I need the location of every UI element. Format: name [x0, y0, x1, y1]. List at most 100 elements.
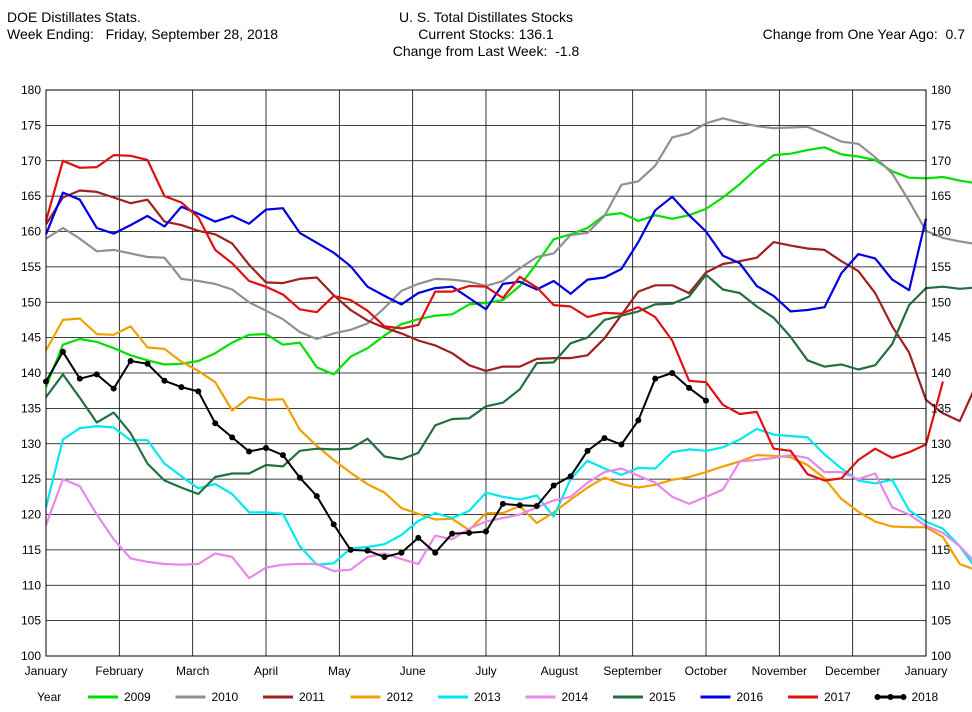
data-point-2018 — [195, 388, 202, 395]
y-tick-label-left: 145 — [21, 331, 41, 345]
legend-marker — [874, 694, 881, 700]
data-point-2018 — [584, 447, 591, 454]
y-tick-label-left: 165 — [21, 189, 41, 203]
y-tick-label-left: 130 — [21, 437, 41, 451]
series-line-2018 — [45, 350, 707, 558]
data-point-2018 — [533, 503, 540, 510]
series-line-2012 — [45, 317, 972, 570]
x-tick-label: June — [400, 664, 426, 678]
data-point-2018 — [601, 435, 608, 442]
series-line-2009 — [44, 146, 972, 388]
current-stocks: Current Stocks: 136.1 — [418, 26, 554, 42]
data-point-2018 — [618, 441, 625, 448]
data-point-2018 — [313, 493, 320, 500]
grid — [45, 89, 927, 657]
data-point-2018 — [686, 384, 693, 391]
series-line-2017 — [44, 154, 944, 482]
y-tick-label-right: 135 — [931, 401, 951, 415]
header-left: DOE Distillates Stats. Week Ending: Frid… — [7, 9, 278, 43]
data-point-2018 — [483, 528, 489, 535]
y-tick-label-left: 175 — [21, 118, 41, 132]
header-center: U. S. Total Distillates Stocks Current St… — [0, 9, 972, 60]
series-lines — [43, 117, 972, 580]
data-point-2018 — [279, 452, 286, 459]
y-tick-label-right: 160 — [931, 225, 951, 239]
change-from-last-week: Change from Last Week: -1.8 — [392, 43, 580, 59]
x-tick-label: February — [95, 664, 143, 678]
y-tick-label-right: 115 — [931, 543, 950, 557]
x-tick-label: October — [685, 664, 728, 678]
data-point-2018 — [76, 375, 83, 382]
legend-label-2013: 2013 — [474, 690, 501, 704]
y-tick-label-right: 130 — [931, 437, 951, 451]
data-point-2018 — [432, 549, 439, 556]
y-tick-label-right: 110 — [931, 578, 950, 592]
legend-label-2017: 2017 — [824, 690, 851, 704]
series-line-2015 — [45, 273, 972, 496]
x-tick-label: April — [254, 664, 278, 678]
y-tick-label-left: 135 — [21, 401, 41, 415]
y-tick-label-left: 180 — [21, 83, 41, 97]
data-point-2018 — [161, 377, 168, 384]
x-tick-label: December — [825, 664, 880, 678]
data-point-2018 — [296, 474, 303, 481]
data-point-2018 — [212, 420, 219, 427]
y-tick-label-left: 150 — [21, 295, 41, 309]
header-source: DOE Distillates Stats. — [7, 9, 141, 25]
data-point-2018 — [263, 444, 269, 451]
y-tick-label-right: 180 — [931, 83, 951, 97]
data-point-2018 — [652, 375, 659, 382]
data-point-2018 — [110, 385, 117, 392]
data-point-2018 — [703, 397, 709, 404]
data-point-2018 — [364, 547, 371, 554]
data-point-2018 — [127, 357, 134, 364]
x-tick-label: August — [541, 664, 579, 678]
y-tick-label-right: 105 — [931, 614, 951, 628]
legend-label-2016: 2016 — [737, 690, 764, 704]
data-point-2018 — [93, 371, 100, 378]
y-tick-label-left: 155 — [21, 260, 41, 274]
y-tick-label-right: 170 — [931, 154, 951, 168]
legend-label-2015: 2015 — [649, 690, 676, 704]
data-point-2018 — [466, 529, 473, 536]
legend-label-2011: 2011 — [299, 690, 325, 704]
y-tick-label-left: 120 — [21, 508, 41, 522]
y-tick-label-right: 100 — [931, 649, 951, 663]
x-tick-label: September — [603, 664, 662, 678]
data-point-2018 — [229, 434, 236, 441]
legend: Year 2009 2010 2011 2012 2013 2014 2015 2016 2017… — [37, 690, 939, 704]
data-point-2018 — [567, 473, 574, 480]
y-tick-label-right: 120 — [931, 508, 951, 522]
x-tick-label: November — [752, 664, 807, 678]
data-point-2018 — [178, 384, 185, 391]
x-tick-label: May — [328, 664, 351, 678]
x-tick-label: January — [25, 664, 68, 678]
data-point-2018 — [59, 348, 66, 355]
data-point-2018 — [550, 482, 557, 489]
week-ending-value: Friday, September 28, 2018 — [105, 26, 279, 42]
data-point-2018 — [144, 360, 151, 367]
y-tick-label-right: 125 — [931, 472, 951, 486]
y-tick-label-right: 165 — [931, 189, 951, 203]
y-tick-label-left: 105 — [21, 614, 41, 628]
data-point-2018 — [381, 553, 388, 560]
data-point-2018 — [449, 530, 456, 537]
change-from-one-year-ago: Change from One Year Ago: 0.7 — [762, 26, 965, 42]
data-point-2018 — [246, 448, 253, 455]
series-line-2010 — [45, 117, 972, 341]
plot-frame — [45, 89, 927, 657]
y-tick-label-left: 110 — [22, 578, 41, 592]
y-tick-label-right: 175 — [931, 118, 951, 132]
data-point-2018 — [499, 500, 506, 507]
data-point-2018 — [669, 370, 676, 376]
y-tick-label-right: 155 — [931, 260, 951, 274]
chart-title: U. S. Total Distillates Stocks — [398, 9, 574, 25]
legend-label-2018: 2018 — [912, 690, 939, 704]
legend-label-2014: 2014 — [562, 690, 589, 704]
data-point-2018 — [635, 417, 642, 424]
legend-label-2009: 2009 — [124, 690, 151, 704]
x-tick-label: March — [176, 664, 209, 678]
series-line-2011 — [45, 189, 972, 423]
y-tick-label-left: 100 — [21, 649, 41, 663]
